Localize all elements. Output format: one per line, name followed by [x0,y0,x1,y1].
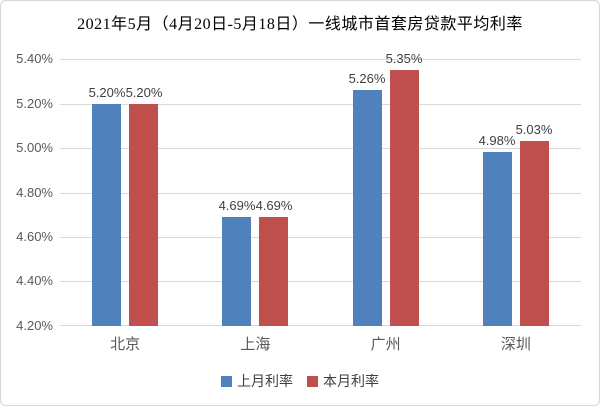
gridline [60,281,581,282]
gridline [60,59,581,60]
bar-series1-cat1 [259,217,288,326]
bar-value-label: 5.20% [125,85,163,100]
gridline [60,193,581,194]
legend-swatch [221,375,232,387]
x-category-label: 广州 [370,337,401,353]
bar-series0-cat0 [92,104,121,326]
bar-value-label: 4.98% [478,133,516,148]
y-tick-label: 4.80% [16,185,53,200]
y-tick-label: 5.00% [16,140,53,155]
bar-value-label: 5.26% [348,71,386,86]
y-tick-label: 5.20% [16,96,53,111]
gridline [60,325,581,326]
bar-series1-cat0 [129,104,158,326]
legend-item: 本月利率 [307,371,379,391]
x-axis: 北京 上海 广州 深圳 [60,333,581,354]
x-category-label: 上海 [240,337,271,353]
legend-item: 上月利率 [221,371,293,391]
y-axis: 5.40% 5.20% 5.00% 4.80% 4.60% 4.40% 4.20% [1,51,53,333]
bar-series0-cat3 [483,152,512,326]
bar-series1-cat2 [390,70,419,326]
gridline [60,148,581,149]
bar-value-label: 4.69% [218,198,256,213]
legend-swatch [307,375,318,387]
bar-series0-cat2 [353,90,382,326]
bar-value-label: 4.69% [255,198,293,213]
plot-area: 5.20% 5.20% 4.69% 4.69% 5.26% 5.35% 4.98% 5.03% [60,52,581,326]
y-tick-label: 5.40% [16,51,53,66]
gridline [60,237,581,238]
y-tick-label: 4.40% [16,273,53,288]
bar-value-label: 5.03% [515,122,553,137]
bar-value-label: 5.20% [88,85,126,100]
chart-title: 2021年5月（4月20日-5月18日）一线城市首套房贷款平均利率 [77,16,523,33]
gridline [60,104,581,105]
x-category-label: 深圳 [500,337,531,353]
y-tick-label: 4.20% [16,318,53,333]
bar-series0-cat1 [222,217,251,326]
legend-label: 本月利率 [323,375,379,390]
bar-value-label: 5.35% [385,51,423,66]
legend-label: 上月利率 [237,375,293,390]
bar-series1-cat3 [520,141,549,326]
x-category-label: 北京 [110,337,141,353]
y-tick-label: 4.60% [16,229,53,244]
legend: 上月利率 本月利率 [1,371,599,391]
